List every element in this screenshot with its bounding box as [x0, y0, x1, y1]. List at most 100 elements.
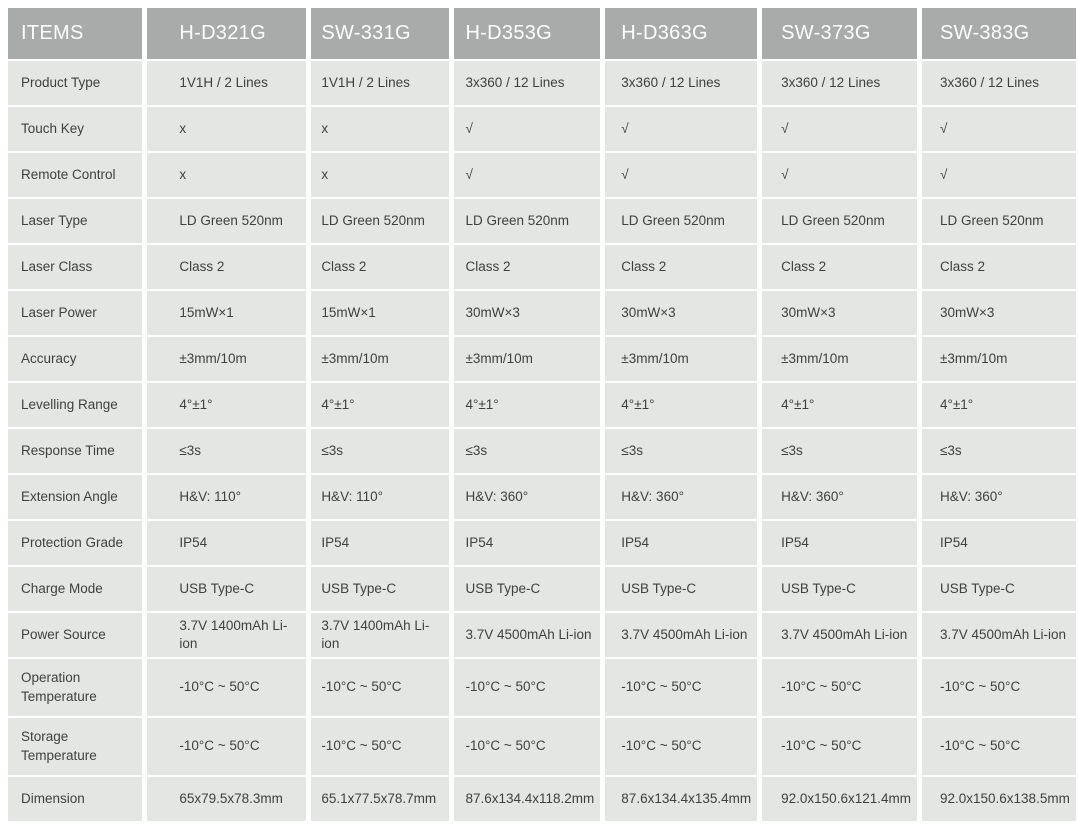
spec-cell: ≤3s: [454, 429, 601, 473]
spec-cell: USB Type-C: [605, 567, 758, 611]
spec-cell: 3x360 / 12 Lines: [762, 61, 917, 105]
spec-comparison-table: ITEMS H-D321G SW-331G H-D353G H-D363G SW-373G…: [3, 6, 1078, 823]
spec-cell: ≤3s: [147, 429, 307, 473]
spec-cell: ±3mm/10m: [147, 337, 307, 381]
spec-cell: x: [311, 107, 450, 151]
spec-cell: Class 2: [605, 245, 758, 289]
table-row: Protection Grade IP54 IP54 IP54 IP54 IP54 IP54: [8, 521, 1076, 565]
spec-cell: √: [762, 153, 917, 197]
row-label: Laser Power: [8, 291, 143, 335]
spec-cell: 30mW×3: [762, 291, 917, 335]
spec-cell: 4°±1°: [762, 383, 917, 427]
row-label: Power Source: [8, 613, 143, 657]
model-column-header: SW-331G: [311, 8, 450, 59]
row-label: Touch Key: [8, 107, 143, 151]
spec-cell: Class 2: [921, 245, 1076, 289]
spec-cell: ≤3s: [605, 429, 758, 473]
spec-cell: -10°C ~ 50°C: [762, 718, 917, 775]
table-row: Accuracy ±3mm/10m ±3mm/10m ±3mm/10m ±3mm/10m…: [8, 337, 1076, 381]
model-column-header: SW-373G: [762, 8, 917, 59]
row-label: Storage Temperature: [8, 718, 143, 775]
table-row: Product Type 1V1H / 2 Lines 1V1H / 2 Lines…: [8, 61, 1076, 105]
model-column-header: SW-383G: [921, 8, 1076, 59]
table-row: Charge Mode USB Type-C USB Type-C USB Type-…: [8, 567, 1076, 611]
table-row: Power Source 3.7V 1400mAh Li-ion 3.7V 1400…: [8, 613, 1076, 657]
spec-cell: IP54: [605, 521, 758, 565]
spec-cell: LD Green 520nm: [147, 199, 307, 243]
spec-cell: 3.7V 4500mAh Li-ion: [454, 613, 601, 657]
spec-cell: 30mW×3: [605, 291, 758, 335]
spec-cell: IP54: [921, 521, 1076, 565]
spec-cell: -10°C ~ 50°C: [762, 659, 917, 716]
spec-cell: ≤3s: [921, 429, 1076, 473]
row-label: Charge Mode: [8, 567, 143, 611]
spec-cell: √: [605, 107, 758, 151]
spec-cell: H&V: 360°: [454, 475, 601, 519]
table-row: Extension Angle H&V: 110° H&V: 110° H&V: 36…: [8, 475, 1076, 519]
items-column-header: ITEMS: [8, 8, 143, 59]
spec-cell: 4°±1°: [454, 383, 601, 427]
table-row: Levelling Range 4°±1° 4°±1° 4°±1° 4°±1° 4°±1°…: [8, 383, 1076, 427]
table-row: Touch Key x x √ √ √ √: [8, 107, 1076, 151]
row-label: Operation Temperature: [8, 659, 143, 716]
spec-cell: √: [921, 107, 1076, 151]
spec-cell: LD Green 520nm: [311, 199, 450, 243]
row-label: Product Type: [8, 61, 143, 105]
spec-cell: -10°C ~ 50°C: [147, 718, 307, 775]
spec-cell: Class 2: [147, 245, 307, 289]
row-label: Accuracy: [8, 337, 143, 381]
spec-cell: USB Type-C: [454, 567, 601, 611]
table-row: Dimension 65x79.5x78.3mm 65.1x77.5x78.7mm 8…: [8, 777, 1076, 821]
row-label: Response Time: [8, 429, 143, 473]
spec-cell: 3.7V 4500mAh Li-ion: [921, 613, 1076, 657]
spec-cell: ≤3s: [762, 429, 917, 473]
row-label: Extension Angle: [8, 475, 143, 519]
model-column-header: H-D321G: [147, 8, 307, 59]
spec-cell: 87.6x134.4x118.2mm: [454, 777, 601, 821]
spec-cell: 87.6x134.4x135.4mm: [605, 777, 758, 821]
table-row: Response Time ≤3s ≤3s ≤3s ≤3s ≤3s ≤3s: [8, 429, 1076, 473]
spec-cell: x: [311, 153, 450, 197]
table-row: Laser Power 15mW×1 15mW×1 30mW×3 30mW×3 30mW×…: [8, 291, 1076, 335]
spec-cell: -10°C ~ 50°C: [311, 659, 450, 716]
spec-comparison-table-container: ITEMS H-D321G SW-331G H-D353G H-D363G SW-373G…: [3, 6, 1078, 823]
spec-cell: LD Green 520nm: [921, 199, 1076, 243]
spec-cell: 3x360 / 12 Lines: [605, 61, 758, 105]
spec-cell: 15mW×1: [311, 291, 450, 335]
row-label: Laser Type: [8, 199, 143, 243]
spec-cell: LD Green 520nm: [605, 199, 758, 243]
model-column-header: H-D353G: [454, 8, 601, 59]
spec-cell: 65x79.5x78.3mm: [147, 777, 307, 821]
row-label: Laser Class: [8, 245, 143, 289]
table-row: Remote Control x x √ √ √ √: [8, 153, 1076, 197]
spec-cell: ±3mm/10m: [311, 337, 450, 381]
spec-cell: x: [147, 153, 307, 197]
spec-cell: √: [605, 153, 758, 197]
spec-cell: 15mW×1: [147, 291, 307, 335]
spec-cell: -10°C ~ 50°C: [921, 718, 1076, 775]
spec-cell: ±3mm/10m: [762, 337, 917, 381]
row-label: Levelling Range: [8, 383, 143, 427]
spec-cell: -10°C ~ 50°C: [454, 659, 601, 716]
spec-cell: √: [454, 107, 601, 151]
spec-cell: 1V1H / 2 Lines: [311, 61, 450, 105]
spec-cell: 30mW×3: [454, 291, 601, 335]
spec-cell: LD Green 520nm: [762, 199, 917, 243]
row-label: Protection Grade: [8, 521, 143, 565]
spec-cell: 1V1H / 2 Lines: [147, 61, 307, 105]
table-header-row: ITEMS H-D321G SW-331G H-D353G H-D363G SW-373G…: [8, 8, 1076, 59]
spec-cell: -10°C ~ 50°C: [605, 659, 758, 716]
spec-cell: USB Type-C: [147, 567, 307, 611]
spec-cell: 4°±1°: [147, 383, 307, 427]
spec-cell: 92.0x150.6x138.5mm: [921, 777, 1076, 821]
spec-cell: -10°C ~ 50°C: [605, 718, 758, 775]
spec-cell: 3.7V 4500mAh Li-ion: [605, 613, 758, 657]
table-row: Operation Temperature -10°C ~ 50°C -10°C ~…: [8, 659, 1076, 716]
spec-cell: H&V: 110°: [147, 475, 307, 519]
table-body: Product Type 1V1H / 2 Lines 1V1H / 2 Lines…: [8, 61, 1076, 821]
spec-cell: -10°C ~ 50°C: [921, 659, 1076, 716]
spec-cell: USB Type-C: [762, 567, 917, 611]
spec-cell: USB Type-C: [921, 567, 1076, 611]
spec-cell: x: [147, 107, 307, 151]
spec-cell: 4°±1°: [921, 383, 1076, 427]
